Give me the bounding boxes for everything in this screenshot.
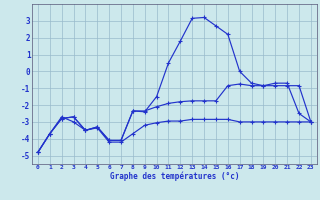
X-axis label: Graphe des températures (°c): Graphe des températures (°c) <box>110 172 239 181</box>
